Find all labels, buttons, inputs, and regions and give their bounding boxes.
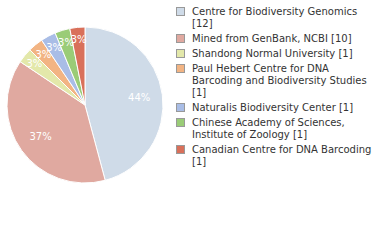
html-text:Centre for Biodiversity Genomi: Centre for Biodiversity Genomics [12] — [192, 6, 358, 29]
svg-text:3%: 3% — [46, 41, 63, 53]
html-text:Paul Hebert Centre for DNA Bar: Paul Hebert Centre for DNA Barcoding and… — [192, 63, 367, 98]
svg-text:3%: 3% — [71, 34, 87, 45]
html-text:Canadian Centre for DNA Barcod: Canadian Centre for DNA Barcoding [1] — [192, 144, 372, 167]
html-text:Shandong Normal University [1]: Shandong Normal University [1] — [192, 48, 353, 59]
html-text:Mined from GenBank, NCBI [10]: Mined from GenBank, NCBI [10] — [192, 33, 352, 44]
svg-text:3%: 3% — [26, 57, 43, 69]
html-text:Naturalis Biodiversity Center: Naturalis Biodiversity Center [1] — [192, 102, 354, 113]
svg-text:3%: 3% — [35, 48, 52, 60]
svg-text:37%: 37% — [30, 131, 52, 142]
svg-text:44%: 44% — [128, 92, 150, 103]
html-text:Chinese Academy of Sciences, I: Chinese Academy of Sciences, Institute o… — [192, 117, 345, 140]
svg-text:3%: 3% — [58, 36, 74, 48]
